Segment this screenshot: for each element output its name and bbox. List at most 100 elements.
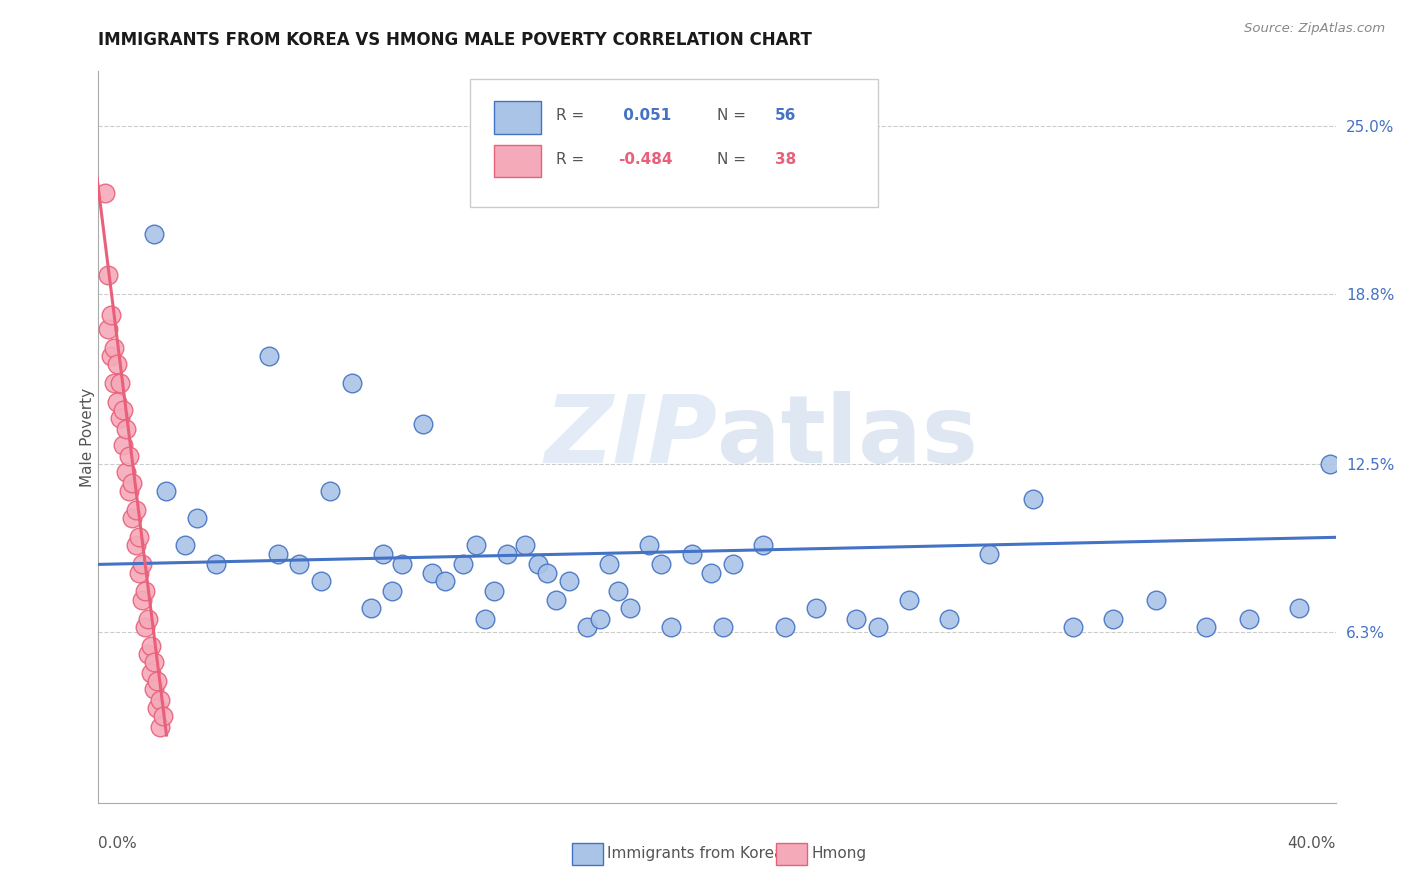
Point xyxy=(100,349,122,363)
Point xyxy=(391,558,413,572)
Point xyxy=(143,655,166,669)
Point xyxy=(659,620,682,634)
Point xyxy=(453,558,475,572)
Point xyxy=(131,558,153,572)
Point xyxy=(103,376,125,390)
Point xyxy=(536,566,558,580)
Point xyxy=(711,620,734,634)
FancyBboxPatch shape xyxy=(495,101,541,134)
Point xyxy=(422,566,444,580)
Point xyxy=(340,376,363,390)
Point xyxy=(112,403,135,417)
Point xyxy=(804,600,827,615)
Point xyxy=(134,584,156,599)
Y-axis label: Male Poverty: Male Poverty xyxy=(80,387,94,487)
Point xyxy=(136,647,159,661)
Point xyxy=(650,558,672,572)
Text: Hmong: Hmong xyxy=(811,847,866,861)
Point xyxy=(412,417,434,431)
Point xyxy=(152,709,174,723)
Point xyxy=(121,511,143,525)
Point xyxy=(257,349,280,363)
Text: 40.0%: 40.0% xyxy=(1288,836,1336,851)
Point xyxy=(588,611,610,625)
Point xyxy=(134,620,156,634)
Point xyxy=(607,584,630,599)
Point xyxy=(309,574,332,588)
Text: 0.0%: 0.0% xyxy=(98,836,138,851)
Point xyxy=(1144,592,1167,607)
Point xyxy=(149,720,172,734)
Text: IMMIGRANTS FROM KOREA VS HMONG MALE POVERTY CORRELATION CHART: IMMIGRANTS FROM KOREA VS HMONG MALE POVE… xyxy=(98,31,813,49)
Point xyxy=(979,547,1001,561)
FancyBboxPatch shape xyxy=(495,145,541,178)
Point xyxy=(93,186,115,201)
Point xyxy=(773,620,796,634)
Point xyxy=(146,701,169,715)
Text: 38: 38 xyxy=(775,152,796,167)
Point xyxy=(267,547,290,561)
Point xyxy=(681,547,703,561)
Point xyxy=(136,611,159,625)
Point xyxy=(149,693,172,707)
Point xyxy=(866,620,889,634)
Point xyxy=(97,268,120,282)
Point xyxy=(155,484,177,499)
Point xyxy=(619,600,641,615)
Point xyxy=(121,476,143,491)
Point xyxy=(100,308,122,322)
Point xyxy=(433,574,456,588)
Point xyxy=(474,611,496,625)
Point xyxy=(124,503,146,517)
Point xyxy=(124,538,146,552)
Point xyxy=(105,357,128,371)
Point xyxy=(128,566,150,580)
Point xyxy=(1102,611,1125,625)
Point xyxy=(897,592,920,607)
Point xyxy=(381,584,404,599)
Point xyxy=(115,422,138,436)
Point xyxy=(105,395,128,409)
Point xyxy=(1195,620,1218,634)
Point xyxy=(700,566,723,580)
Point xyxy=(128,530,150,544)
Point xyxy=(576,620,599,634)
Text: -0.484: -0.484 xyxy=(619,152,672,167)
Point xyxy=(484,584,506,599)
Point xyxy=(464,538,486,552)
Point xyxy=(112,438,135,452)
Text: ZIP: ZIP xyxy=(544,391,717,483)
Point xyxy=(139,639,162,653)
Point xyxy=(638,538,661,552)
Text: Immigrants from Korea: Immigrants from Korea xyxy=(607,847,785,861)
Text: R =: R = xyxy=(557,152,589,167)
Point xyxy=(598,558,620,572)
Point xyxy=(1288,600,1310,615)
Point xyxy=(371,547,394,561)
Text: N =: N = xyxy=(717,152,751,167)
Point xyxy=(143,681,166,696)
Text: Source: ZipAtlas.com: Source: ZipAtlas.com xyxy=(1244,22,1385,36)
Point xyxy=(526,558,548,572)
Point xyxy=(721,558,744,572)
Point xyxy=(752,538,775,552)
Point xyxy=(515,538,537,552)
Point xyxy=(205,558,228,572)
Point xyxy=(495,547,517,561)
Point xyxy=(174,538,197,552)
Point xyxy=(360,600,382,615)
Point xyxy=(108,411,131,425)
Point xyxy=(288,558,311,572)
FancyBboxPatch shape xyxy=(470,78,877,207)
Point xyxy=(1021,492,1043,507)
Point xyxy=(546,592,568,607)
Point xyxy=(131,592,153,607)
Point xyxy=(319,484,342,499)
Point xyxy=(1062,620,1084,634)
Text: 0.051: 0.051 xyxy=(619,108,671,123)
Point xyxy=(557,574,579,588)
Point xyxy=(1319,457,1341,471)
Point xyxy=(186,511,208,525)
Point xyxy=(108,376,131,390)
Point xyxy=(143,227,166,241)
